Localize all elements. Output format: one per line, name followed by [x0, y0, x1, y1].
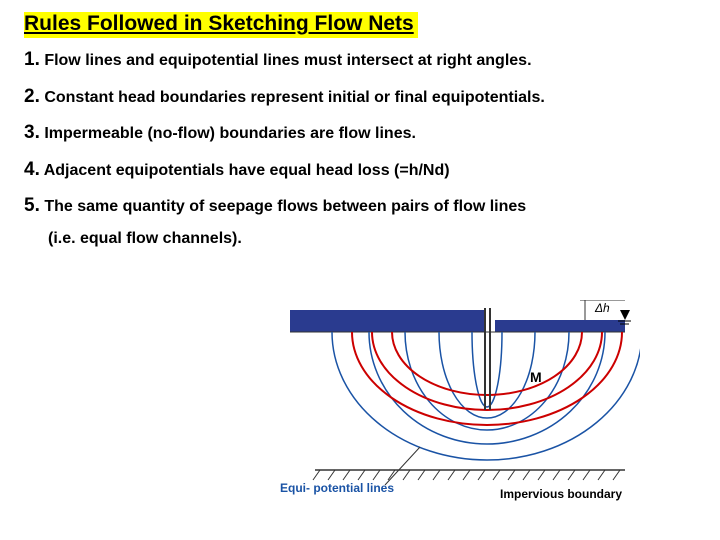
rule-text: Adjacent equipotentials have equal head … [44, 162, 450, 179]
rule-continue: (i.e. equal flow channels). [48, 227, 696, 251]
rule-3: 3. Impermeable (no-flow) boundaries are … [24, 119, 696, 148]
page-title: Rules Followed in Sketching Flow Nets [24, 12, 418, 38]
equi-label: Equi- potential lines [280, 481, 394, 495]
hatch-group [313, 470, 620, 480]
rule-4: 4. Adjacent equipotentials have equal he… [24, 156, 696, 185]
rule-num: 3. [24, 122, 40, 143]
water-left [290, 310, 485, 332]
flow-line [352, 332, 622, 425]
impervious-label: Impervious boundary [500, 487, 622, 501]
flow-net-diagram: Δh M [280, 300, 640, 520]
rule-1: 1. Flow lines and equipotential lines mu… [24, 46, 696, 75]
rule-text: Flow lines and equipotential lines must … [44, 52, 531, 69]
m-label: M [530, 369, 542, 385]
water-level-icon [620, 310, 630, 320]
water-right [495, 320, 625, 332]
rule-num: 4. [24, 159, 40, 180]
flow-line [392, 332, 582, 395]
rule-num: 1. [24, 49, 40, 70]
flow-line-group [352, 332, 622, 425]
rule-text: Constant head boundaries represent initi… [44, 89, 545, 106]
rule-2: 2. Constant head boundaries represent in… [24, 83, 696, 112]
flow-line [372, 332, 602, 410]
rule-text: Impermeable (no-flow) boundaries are flo… [44, 125, 416, 142]
rule-num: 2. [24, 86, 40, 107]
rule-num: 5. [24, 195, 40, 216]
rule-text: The same quantity of seepage flows betwe… [44, 198, 526, 215]
equi-leader [385, 447, 420, 485]
rule-5: 5. The same quantity of seepage flows be… [24, 192, 696, 251]
deltah-text: Δh [594, 301, 610, 315]
